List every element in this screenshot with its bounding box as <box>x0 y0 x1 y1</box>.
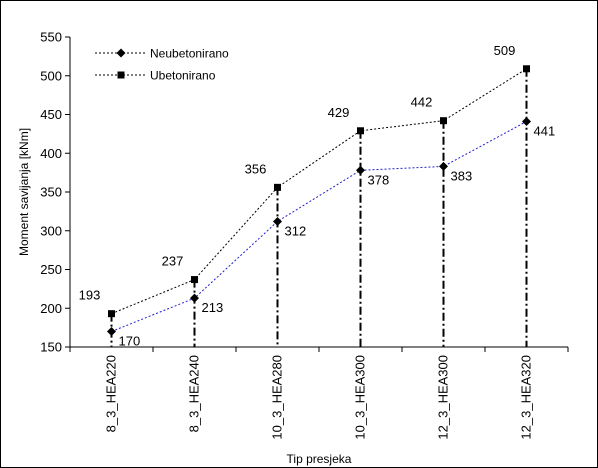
square-marker <box>440 117 447 125</box>
data-label: 383 <box>451 168 473 183</box>
y-tick-label: 300 <box>40 223 62 238</box>
diamond-marker <box>356 165 365 175</box>
x-tick-label: 10_3_HEA280 <box>270 355 285 440</box>
square-marker <box>523 65 530 73</box>
x-axis-ticks: 8_3_HEA220 8_3_HEA240 10_3_HEA280 10_3_HEA3… <box>69 347 569 440</box>
y-axis-ticks: 150 200 250 300 350 400 450 500 550 <box>40 30 70 355</box>
x-tick-label: 8_3_HEA240 <box>187 355 202 432</box>
data-label: 509 <box>494 43 516 58</box>
diamond-marker <box>273 216 282 226</box>
series-group <box>107 65 531 336</box>
y-tick-label: 250 <box>40 262 62 277</box>
data-label: 441 <box>534 123 556 138</box>
square-marker <box>357 127 364 135</box>
y-tick-label: 350 <box>40 185 62 200</box>
x-tick-label: 12_3_HEA320 <box>519 355 534 440</box>
y-tick-label: 200 <box>40 301 62 316</box>
y-tick-label: 150 <box>40 340 62 355</box>
legend-label: Neubetonirano <box>150 47 229 61</box>
y-axis-title: Moment savijanja [kNm] <box>17 128 31 256</box>
data-label: 356 <box>245 161 267 176</box>
x-tick-label: 8_3_HEA220 <box>104 355 119 432</box>
square-marker <box>274 183 281 191</box>
data-label: 312 <box>285 223 307 238</box>
y-tick-label: 500 <box>40 68 62 83</box>
x-tick-label: 12_3_HEA300 <box>436 355 451 440</box>
series-line <box>111 121 527 332</box>
diamond-marker <box>439 161 448 171</box>
series-line <box>111 68 527 315</box>
square-marker <box>108 310 115 318</box>
data-label: 170 <box>119 334 141 349</box>
legend: Neubetonirano Ubetonirano <box>95 47 229 83</box>
data-label: 193 <box>79 288 101 303</box>
legend-square-marker <box>117 71 125 79</box>
data-label: 237 <box>162 254 184 269</box>
x-tick-label: 10_3_HEA300 <box>353 355 368 440</box>
diamond-marker <box>107 327 116 336</box>
data-label: 213 <box>202 300 224 315</box>
data-label: 442 <box>411 95 433 110</box>
drop-lines <box>110 68 528 347</box>
x-axis-title: Tip presjeka <box>287 452 352 466</box>
axes <box>69 37 568 348</box>
square-marker <box>191 276 198 284</box>
data-labels: 170 213 312 378 383 441 193 237 356 429 442 509 <box>79 43 556 349</box>
data-label: 378 <box>368 172 390 187</box>
y-tick-label: 400 <box>40 146 62 161</box>
diamond-marker <box>522 116 531 126</box>
legend-diamond-marker <box>116 48 126 58</box>
y-tick-label: 550 <box>40 30 62 45</box>
data-label: 429 <box>328 105 350 120</box>
y-tick-label: 450 <box>40 107 62 122</box>
diamond-marker <box>190 293 199 303</box>
legend-label: Ubetonirano <box>150 69 216 83</box>
